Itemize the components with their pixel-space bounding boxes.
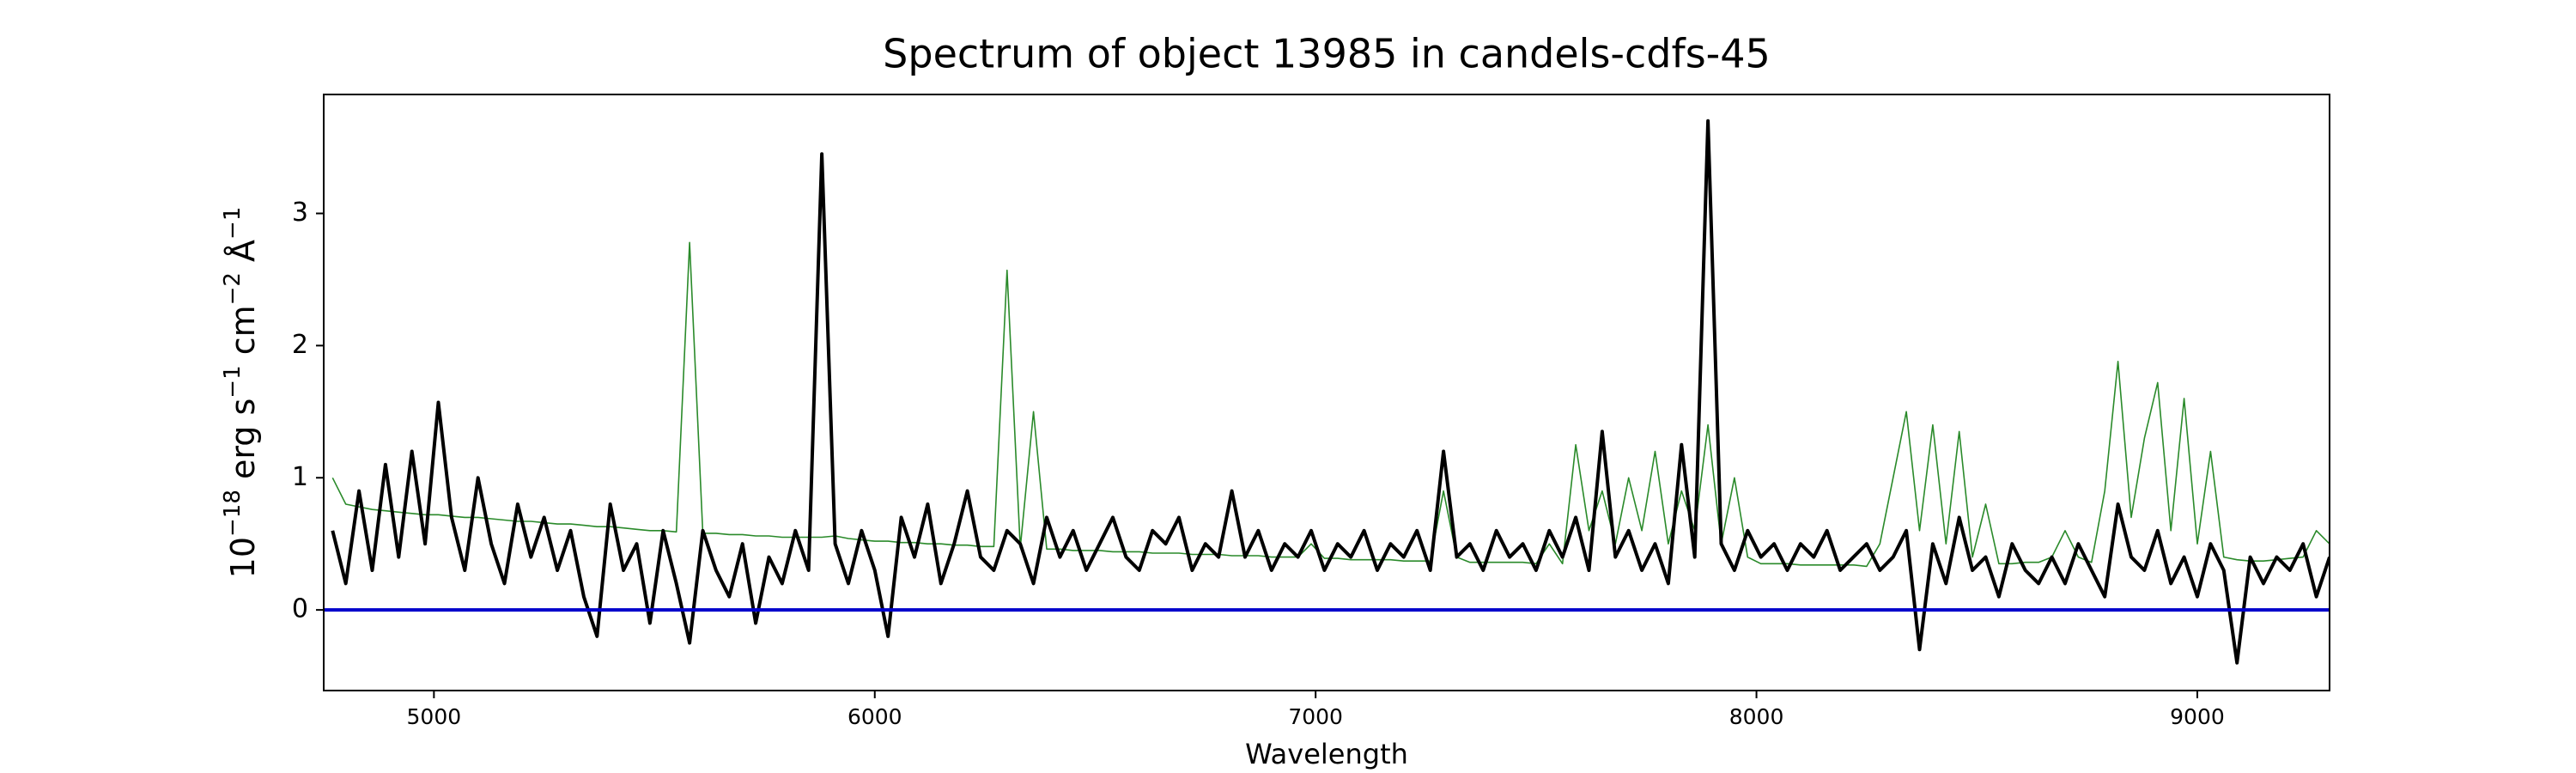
y-label-text: cm — [224, 305, 262, 365]
x-axis-label: Wavelength — [1245, 738, 1408, 770]
x-tick-label: 6000 — [848, 704, 902, 729]
y-label-superscript: −18 — [220, 490, 246, 537]
y-label-text: erg s — [224, 399, 262, 490]
y-tick-label: 3 — [292, 198, 308, 228]
x-tick-label: 7000 — [1288, 704, 1343, 729]
y-tick-label: 2 — [292, 330, 308, 360]
x-tick-label: 5000 — [407, 704, 462, 729]
y-label-superscript: −1 — [220, 207, 246, 240]
x-tick-label: 8000 — [1729, 704, 1784, 729]
y-label-superscript: −1 — [220, 365, 246, 398]
spectrum-line — [331, 119, 2330, 665]
y-tick-label: 0 — [292, 594, 308, 624]
plot-frame — [323, 94, 2330, 691]
plot-area — [324, 119, 2330, 665]
chart-title: Spectrum of object 13985 in candels-cdfs… — [883, 31, 1771, 77]
y-label-text: 10 — [224, 537, 262, 578]
y-label-text: Å — [224, 240, 262, 272]
y-label-superscript: −2 — [220, 272, 246, 305]
y-tick-label: 1 — [292, 462, 308, 492]
y-axis-label: 10−18 erg s−1 cm−2 Å−1 — [220, 207, 262, 579]
x-tick-label: 9000 — [2170, 704, 2225, 729]
spectrum-line — [331, 241, 2330, 568]
